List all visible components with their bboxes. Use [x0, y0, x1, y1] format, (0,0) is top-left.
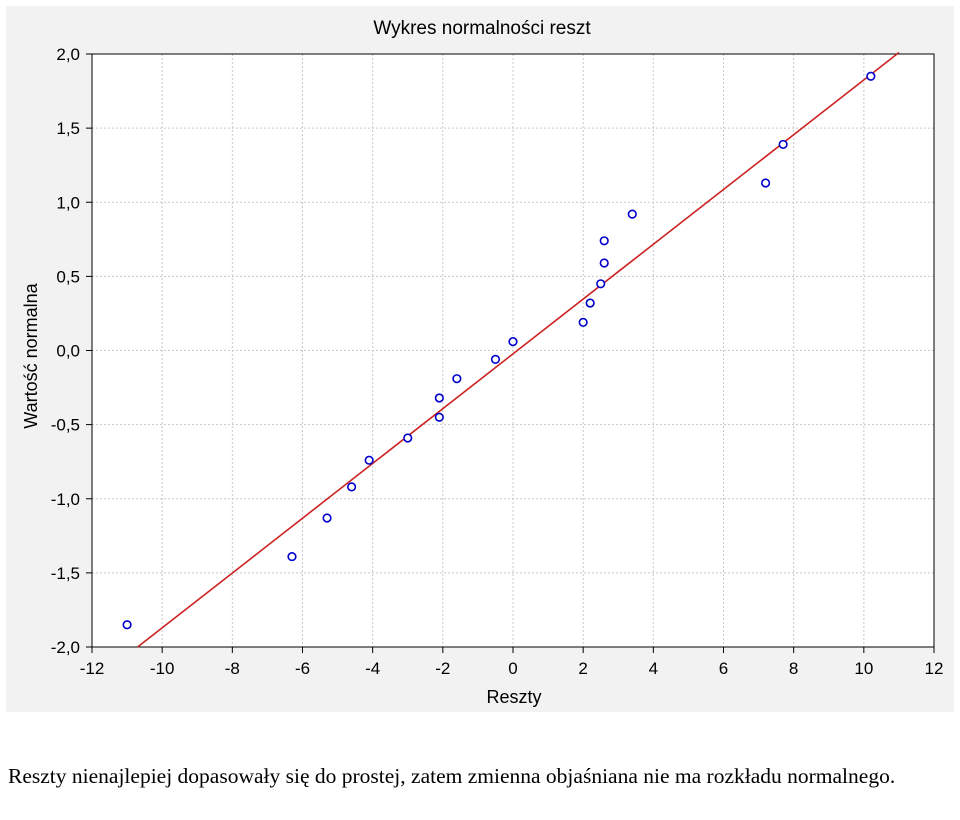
data-point — [434, 393, 444, 403]
x-tick-label: 4 — [649, 659, 658, 678]
data-points — [122, 71, 876, 630]
y-tick-label: 1,0 — [56, 193, 80, 212]
data-point — [585, 298, 595, 308]
data-point — [403, 433, 413, 443]
data-point — [322, 513, 332, 523]
x-tick-label: 8 — [789, 659, 798, 678]
y-tick-label: -0,5 — [51, 416, 80, 435]
y-tick-label: -1,0 — [51, 490, 80, 509]
x-tick-label: 12 — [925, 659, 944, 678]
data-point — [122, 620, 132, 630]
data-point — [508, 337, 518, 347]
y-axis-label: Wartość normalna — [21, 282, 41, 428]
y-tick-label: 0,0 — [56, 342, 80, 361]
data-point — [866, 71, 876, 81]
x-tick-label: 0 — [508, 659, 517, 678]
x-tick-label: -2 — [435, 659, 450, 678]
y-tick-label: 2,0 — [56, 45, 80, 64]
caption: Reszty nienajlepiej dopasowały się do pr… — [8, 764, 896, 788]
x-tick-label: -12 — [80, 659, 105, 678]
x-tick-label: -4 — [365, 659, 380, 678]
chart-title: Wykres normalności reszt — [373, 18, 591, 39]
reference-line — [137, 51, 900, 648]
data-point — [760, 178, 771, 188]
data-point — [452, 374, 462, 384]
data-point — [599, 236, 609, 246]
data-point — [778, 139, 788, 150]
data-point — [578, 317, 588, 327]
data-point — [347, 482, 357, 492]
y-tick-label: -2,0 — [51, 638, 80, 657]
x-tick-label: 6 — [719, 659, 728, 678]
axes: -12 -10 -8 -6 -4 -2 0 2 4 6 8 10 12 2,0 1,5 1,0 0,5 0,0 -0… — [51, 45, 944, 678]
y-tick-label: 1,5 — [56, 119, 80, 138]
reference-line-layer — [137, 51, 900, 648]
data-point — [434, 412, 444, 422]
x-tick-label: -10 — [150, 659, 175, 678]
grid — [92, 54, 934, 647]
data-point — [287, 551, 297, 562]
x-tick-label: -6 — [295, 659, 310, 678]
data-point — [490, 354, 501, 364]
y-tick-label: 0,5 — [56, 267, 80, 286]
data-point — [364, 455, 374, 465]
normality-plot: Wykres normalności reszt -12 -10 -8 -6 -4 -2 0… — [21, 18, 944, 707]
data-point — [627, 209, 637, 219]
x-axis-label: Reszty — [486, 687, 541, 707]
y-tick-label: -1,5 — [51, 564, 80, 583]
chart-panel: Wykres normalności reszt -12 -10 -8 -6 -4 -2 0… — [6, 6, 954, 712]
data-point — [599, 258, 609, 268]
x-tick-label: -8 — [225, 659, 240, 678]
data-point — [596, 279, 606, 289]
x-tick-label: 10 — [854, 659, 873, 678]
x-tick-label: 2 — [578, 659, 587, 678]
